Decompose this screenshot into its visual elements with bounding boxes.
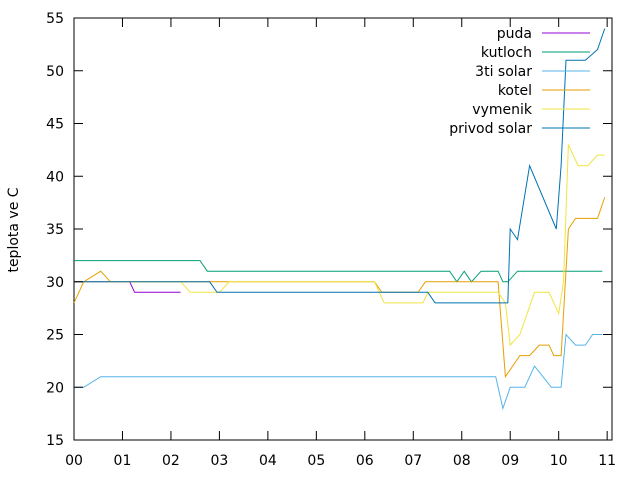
y-tick-label: 45	[46, 117, 64, 133]
legend-label: privod solar	[449, 121, 532, 137]
y-axis-label: teplota ve C	[6, 187, 22, 272]
x-tick-label: 04	[259, 453, 277, 469]
y-tick-label: 20	[46, 380, 64, 396]
x-tick-label: 10	[550, 453, 568, 469]
x-tick-label: 07	[404, 453, 422, 469]
legend-label: kotel	[498, 83, 532, 99]
x-tick-label: 03	[210, 453, 228, 469]
x-tick-label: 01	[114, 453, 132, 469]
y-tick-label: 35	[46, 222, 64, 238]
y-tick-label: 50	[46, 64, 64, 80]
series-line-vymenik	[74, 144, 605, 347]
x-axis: 00 01 02 03 04 05 06 07 08 09 10 11	[65, 18, 616, 469]
y-tick-label: 15	[46, 433, 64, 449]
x-tick-label: 00	[65, 453, 83, 469]
plot-area	[73, 17, 613, 441]
x-tick-label: 05	[307, 453, 325, 469]
legend-label: vymenik	[472, 102, 533, 118]
x-tick-label: 02	[162, 453, 180, 469]
series-line-3ti-solar	[74, 333, 603, 411]
legend-label: puda	[497, 26, 532, 42]
x-tick-label: 09	[501, 453, 519, 469]
x-tick-label: 11	[598, 453, 616, 469]
legend-label: 3ti solar	[475, 64, 532, 80]
y-tick-label: 25	[46, 328, 64, 344]
x-tick-label: 08	[453, 453, 471, 469]
y-axis: 15 20 25 30 35 40 45 50 55	[46, 11, 612, 449]
legend: puda kutloch 3ti solar kotel vymenik privod s…	[449, 26, 590, 137]
series-line-privod-solar	[74, 28, 606, 304]
legend-label: kutloch	[481, 45, 532, 61]
y-tick-label: 30	[46, 275, 64, 291]
y-tick-label: 55	[46, 11, 64, 27]
y-tick-label: 40	[46, 169, 64, 185]
x-tick-label: 06	[356, 453, 374, 469]
